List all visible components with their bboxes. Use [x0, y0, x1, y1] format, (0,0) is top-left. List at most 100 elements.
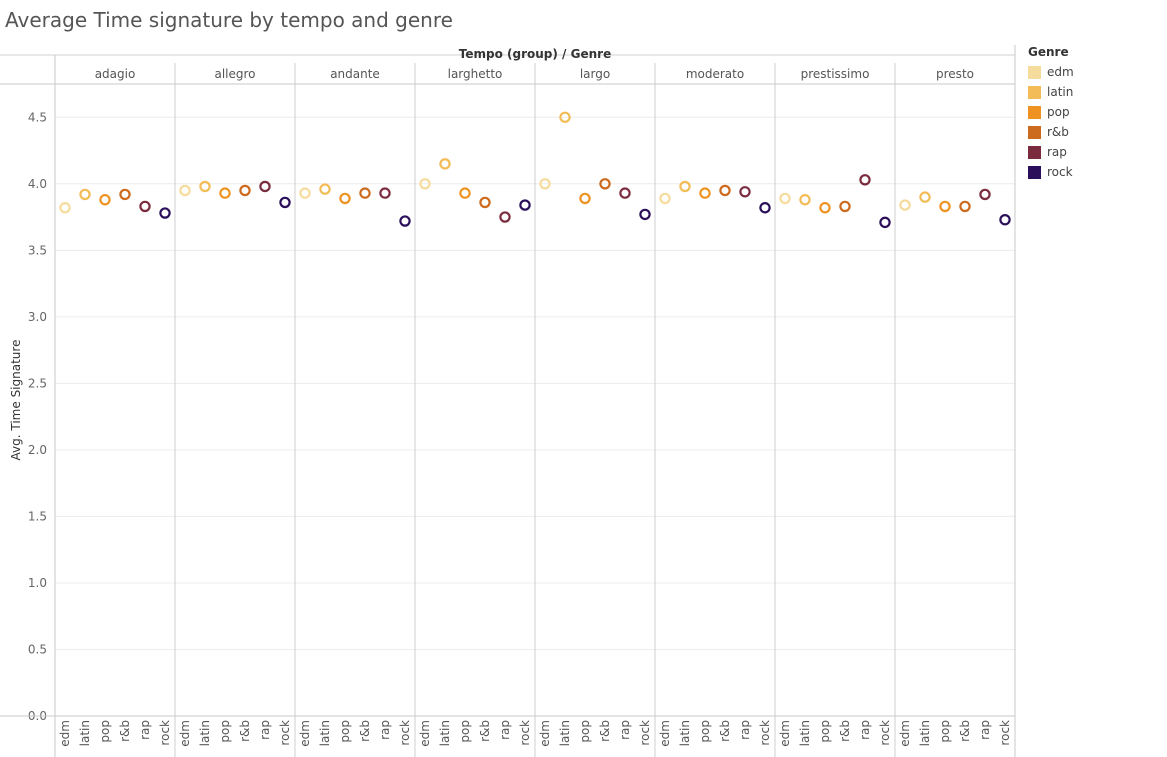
- legend-label: latin: [1047, 85, 1074, 99]
- legend-swatch: [1028, 105, 1041, 119]
- y-tick-label: 4.5: [28, 110, 47, 124]
- data-point-allegro-latin: [199, 180, 211, 193]
- group-label-allegro: allegro: [214, 67, 255, 81]
- x-tick-label: pop: [338, 720, 352, 743]
- data-point-largo-latin: [559, 111, 571, 123]
- legend-item: pop: [1028, 102, 1074, 122]
- x-tick-label: r&b: [238, 720, 252, 742]
- x-tick-label: rock: [878, 720, 892, 746]
- data-point-largo-rock: [639, 208, 651, 221]
- data-point-andante-edm: [299, 187, 311, 199]
- y-tick-label: 0.5: [28, 642, 47, 656]
- legend-swatch: [1028, 125, 1041, 139]
- x-tick-label: latin: [678, 720, 692, 746]
- group-label-prestissimo: prestissimo: [801, 67, 870, 81]
- x-tick-label: edm: [778, 720, 792, 747]
- x-tick-label: latin: [558, 720, 572, 746]
- x-tick-label: pop: [938, 720, 952, 743]
- legend: Genre edm latin pop r&b rap rock: [1028, 45, 1074, 182]
- legend-item: rap: [1028, 142, 1074, 162]
- legend-label: pop: [1047, 105, 1070, 119]
- data-point-larghetto-pop: [459, 187, 471, 199]
- group-label-adagio: adagio: [95, 67, 136, 81]
- x-tick-label: r&b: [838, 720, 852, 742]
- data-point-larghetto-edm: [419, 178, 431, 190]
- legend-swatch: [1028, 85, 1041, 99]
- legend-item: latin: [1028, 82, 1074, 102]
- x-tick-label: pop: [698, 720, 712, 743]
- x-tick-label: rap: [498, 720, 512, 740]
- x-tick-label: edm: [418, 720, 432, 747]
- x-tick-label: rock: [758, 720, 772, 746]
- x-tick-label: latin: [78, 720, 92, 746]
- data-point-moderato-edm: [659, 192, 671, 205]
- data-point-prestissimo-pop: [819, 202, 831, 214]
- group-label-andante: andante: [330, 67, 380, 81]
- x-tick-label: rock: [998, 720, 1012, 746]
- x-tick-label: latin: [918, 720, 932, 746]
- x-tick-label: pop: [458, 720, 472, 743]
- x-tick-label: pop: [818, 720, 832, 743]
- data-point-adagio-latin: [79, 188, 91, 201]
- x-tick-label: edm: [898, 720, 912, 747]
- data-point-larghetto-latin: [439, 158, 451, 170]
- legend-label: rock: [1047, 165, 1073, 179]
- data-point-prestissimo-rnb: [839, 200, 851, 213]
- data-point-moderato-rap: [739, 186, 751, 198]
- legend-swatch: [1028, 65, 1041, 79]
- data-point-adagio-rap: [139, 200, 151, 213]
- data-point-prestissimo-rap: [859, 174, 871, 186]
- y-tick-label: 3.5: [28, 243, 47, 257]
- y-tick-label: 3.0: [28, 310, 47, 324]
- x-tick-label: rock: [518, 720, 532, 746]
- group-label-presto: presto: [936, 67, 974, 81]
- x-tick-label: rap: [618, 720, 632, 740]
- data-point-larghetto-rock: [519, 199, 531, 211]
- data-point-moderato-pop: [699, 187, 711, 199]
- legend-item: r&b: [1028, 122, 1074, 142]
- data-point-andante-pop: [339, 192, 351, 205]
- group-label-largo: largo: [580, 67, 610, 81]
- data-point-andante-rnb: [359, 187, 371, 199]
- data-point-andante-rap: [379, 187, 391, 199]
- x-tick-label: rock: [398, 720, 412, 746]
- data-point-allegro-rap: [259, 180, 271, 193]
- data-point-adagio-pop: [99, 194, 111, 206]
- data-point-prestissimo-edm: [779, 192, 791, 205]
- x-tick-label: edm: [538, 720, 552, 747]
- x-tick-label: rap: [858, 720, 872, 740]
- data-point-presto-pop: [939, 200, 951, 213]
- group-label-larghetto: larghetto: [448, 67, 503, 81]
- x-tick-label: rap: [258, 720, 272, 740]
- x-tick-label: rock: [278, 720, 292, 746]
- data-point-presto-rap: [979, 188, 991, 201]
- data-point-allegro-pop: [219, 187, 231, 199]
- legend-item: rock: [1028, 162, 1074, 182]
- data-point-larghetto-rnb: [479, 196, 491, 209]
- legend-label: rap: [1047, 145, 1067, 159]
- y-tick-label: 4.0: [28, 177, 47, 191]
- x-tick-label: r&b: [958, 720, 972, 742]
- data-point-adagio-rock: [159, 207, 171, 219]
- data-point-moderato-latin: [679, 180, 691, 193]
- data-point-largo-pop: [579, 192, 591, 205]
- y-axis-label: Avg. Time Signature: [9, 340, 23, 461]
- data-point-adagio-rnb: [119, 188, 131, 201]
- group-label-moderato: moderato: [686, 67, 744, 81]
- data-point-prestissimo-latin: [799, 194, 811, 206]
- x-tick-label: r&b: [118, 720, 132, 742]
- x-tick-label: rap: [138, 720, 152, 740]
- legend-label: edm: [1047, 65, 1074, 79]
- data-point-prestissimo-rock: [879, 216, 891, 229]
- x-tick-label: edm: [658, 720, 672, 747]
- x-tick-label: rap: [978, 720, 992, 740]
- data-point-presto-rnb: [959, 200, 971, 213]
- data-point-largo-rap: [619, 187, 631, 199]
- x-tick-label: r&b: [358, 720, 372, 742]
- y-tick-label: 2.5: [28, 376, 47, 390]
- x-tick-label: edm: [298, 720, 312, 747]
- data-point-presto-latin: [919, 191, 931, 203]
- x-tick-label: pop: [578, 720, 592, 743]
- legend-swatch: [1028, 165, 1041, 179]
- column-header: Tempo (group) / Genre: [459, 47, 611, 61]
